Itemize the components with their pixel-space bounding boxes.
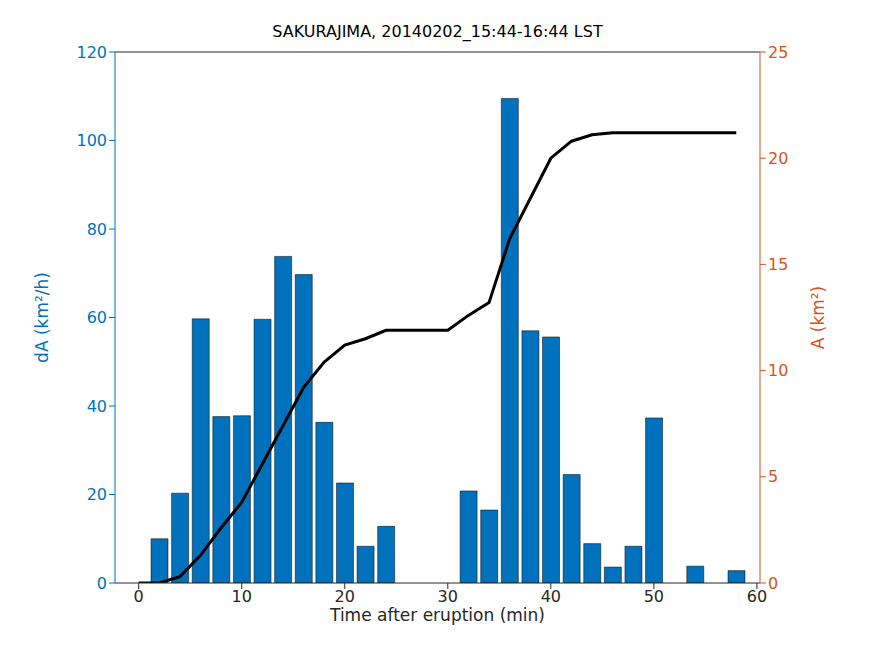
svg-text:10: 10 [768, 361, 788, 380]
svg-text:0: 0 [97, 574, 107, 593]
svg-text:100: 100 [76, 131, 107, 150]
svg-text:20: 20 [768, 149, 788, 168]
svg-text:30: 30 [438, 587, 458, 606]
svg-text:120: 120 [76, 43, 107, 62]
html-text:SAKURAJIMA, 20140202_15:44-16:: SAKURAJIMA, 20140202_15:44-16:44 LST [272, 22, 603, 41]
svg-text:25: 25 [768, 43, 788, 62]
svg-text:50: 50 [644, 587, 664, 606]
svg-text:15: 15 [768, 255, 788, 274]
svg-text:60: 60 [87, 308, 107, 327]
svg-text:40: 40 [87, 397, 107, 416]
svg-text:80: 80 [87, 220, 107, 239]
svg-text:0: 0 [134, 587, 144, 606]
svg-text:Time after eruption (min): Time after eruption (min) [329, 605, 545, 625]
svg-text:40: 40 [541, 587, 561, 606]
svg-text:5: 5 [768, 467, 778, 486]
svg-text:20: 20 [335, 587, 355, 606]
svg-text:0: 0 [768, 574, 778, 593]
svg-text:dA (km²/h): dA (km²/h) [32, 272, 52, 363]
svg-text:60: 60 [747, 587, 767, 606]
svg-text:A (km²): A (km²) [808, 286, 828, 350]
svg-text:20: 20 [87, 485, 107, 504]
svg-text:10: 10 [232, 587, 252, 606]
